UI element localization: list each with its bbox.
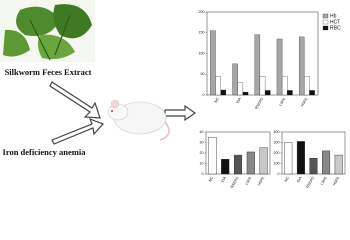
legend-label: Hb (330, 13, 337, 19)
y-tick-label: 0 (278, 172, 280, 176)
y-tick-label: 40 (200, 130, 204, 134)
y-tick-label: 400 (274, 130, 280, 134)
bar (215, 76, 221, 96)
x-tick-label: LSFE (245, 175, 253, 185)
legend-label: HCT (330, 19, 340, 25)
bar (237, 82, 244, 96)
bar (322, 150, 331, 175)
x-tick-label: HSFE (257, 175, 266, 186)
x-tick-label: LSFE (278, 96, 286, 106)
mouse (107, 99, 170, 141)
x-tick-label: HSFE (300, 96, 309, 107)
bar (309, 90, 315, 96)
bar (287, 90, 293, 96)
x-tick-label: RSEPO (305, 176, 315, 189)
bar (309, 158, 318, 175)
x-tick-label: RSEPO (254, 97, 264, 110)
bar (264, 90, 271, 96)
bar (221, 159, 230, 175)
legend-swatch (322, 13, 329, 19)
bar (281, 76, 288, 96)
x-tick-label: IDA (220, 175, 227, 183)
y-tick-label: 150 (199, 31, 205, 35)
y-tick-label: 200 (199, 10, 205, 14)
y-tick-label: 20 (200, 151, 204, 155)
figure: Silkworm Feces Extract Iron deficiency a… (0, 0, 346, 189)
bar (276, 38, 283, 96)
leaves-photo (0, 0, 95, 62)
x-tick-label: IDA (236, 96, 243, 104)
y-tick-label: 0 (203, 93, 205, 97)
bar (210, 30, 216, 96)
bar (259, 76, 266, 96)
x-tick-label: NC (208, 176, 214, 183)
legend-swatch (322, 25, 329, 31)
y-tick-label: 200 (274, 151, 280, 155)
y-tick-label: 100 (274, 161, 280, 165)
page: Silkworm Feces Extract Iron deficiency a… (0, 0, 346, 189)
bar (233, 154, 243, 175)
y-tick-label: 300 (274, 140, 280, 144)
extract-label: Silkworm Feces Extract (5, 67, 92, 77)
bar (334, 154, 343, 175)
y-tick-label: 0 (202, 172, 204, 176)
legend-label: RBC (330, 25, 341, 31)
bar (259, 147, 268, 175)
bar (220, 89, 227, 96)
bar (304, 76, 310, 96)
bar (254, 34, 261, 96)
bar (208, 137, 217, 175)
x-tick-label: NC (284, 176, 290, 183)
bar (232, 63, 238, 96)
legend-swatch (322, 19, 329, 25)
anemia-label: Iron deficiency anemia (3, 147, 87, 157)
arrows (49, 81, 197, 145)
bar (242, 91, 249, 96)
bar (298, 36, 305, 96)
bar (284, 142, 293, 175)
y-tick-label: 100 (199, 51, 205, 55)
bar (246, 151, 255, 175)
x-tick-label: HSFE (332, 175, 341, 186)
x-tick-label: LSFE (320, 175, 328, 185)
y-tick-label: 50 (201, 72, 205, 76)
y-tick-label: 10 (200, 161, 204, 165)
y-tick-label: 30 (200, 140, 204, 144)
bar (296, 141, 305, 175)
x-tick-label: NC (214, 97, 220, 104)
x-tick-label: RSEPO (230, 176, 240, 189)
x-tick-label: IDA (296, 175, 303, 183)
